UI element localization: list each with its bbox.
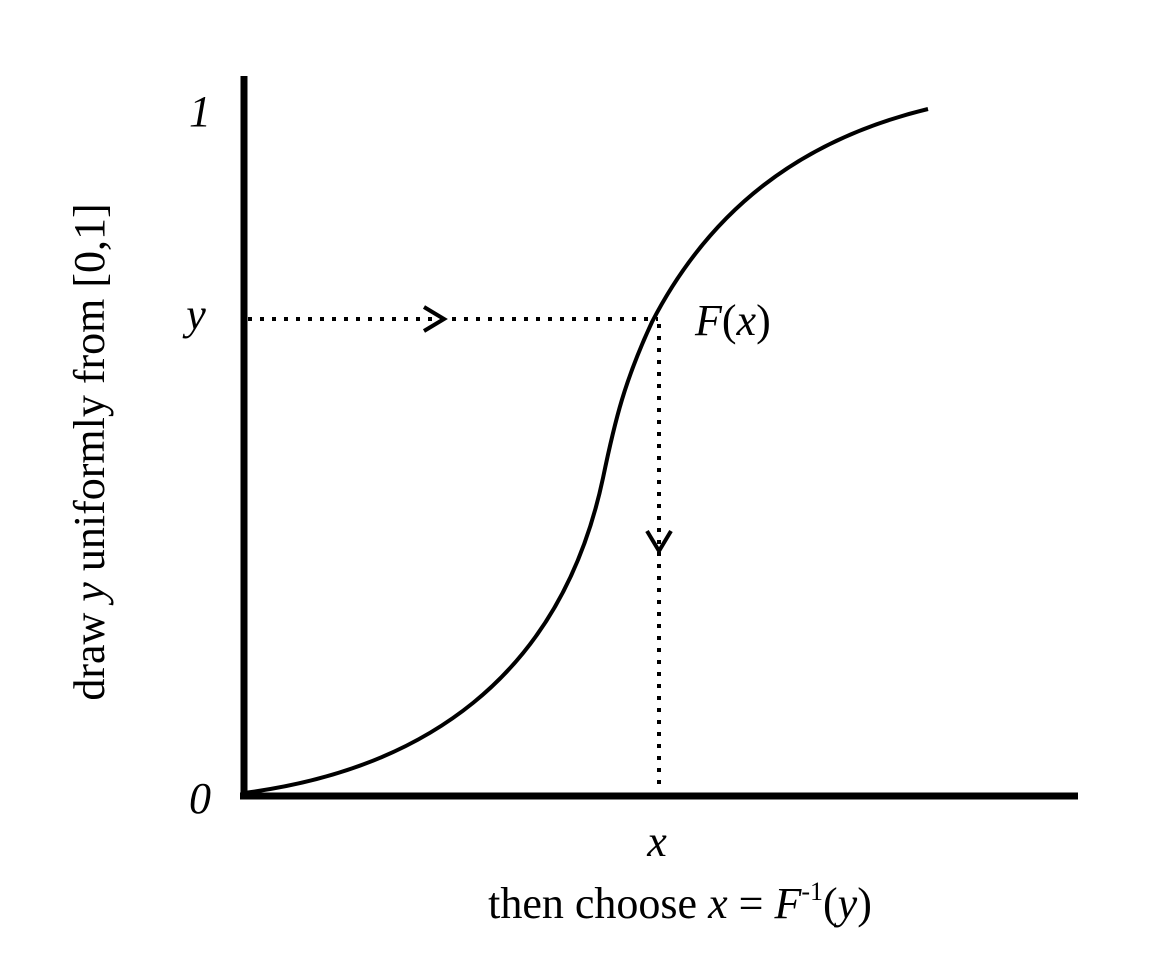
x-axis-caption-var: x <box>707 879 728 928</box>
x-axis-caption-eq: = <box>728 879 775 928</box>
y-axis-bottom-label: 0 <box>189 774 211 823</box>
x-axis-caption-func: F <box>773 879 802 928</box>
curve-label-func: F <box>694 296 723 345</box>
x-axis-caption-before: then choose <box>488 879 708 928</box>
y-axis-caption-before: draw <box>65 602 114 701</box>
curve-label-arg: x <box>736 296 757 345</box>
y-axis-caption: draw y uniformly from [0,1] <box>65 203 114 700</box>
y-axis-caption-after: uniformly from [0,1] <box>65 203 114 582</box>
x-marker-label: x <box>646 817 667 866</box>
down-arrowhead <box>645 529 673 555</box>
curve-label-open: ( <box>722 296 737 345</box>
x-axis-caption-open: ( <box>823 879 838 928</box>
y-axis-caption-var: y <box>65 582 114 606</box>
right-arrowhead <box>422 305 448 333</box>
y-axis-top-label: 1 <box>189 87 211 136</box>
x-axis-caption-arg: y <box>834 879 858 928</box>
x-axis-caption: then choose x = F-1(y) <box>488 877 872 928</box>
cdf-curve <box>243 107 929 795</box>
curve-label: F(x) <box>694 296 771 345</box>
x-axis-caption-sup: -1 <box>801 877 823 906</box>
y-marker-label: y <box>182 290 206 339</box>
curve-label-close: ) <box>756 296 771 345</box>
x-axis-caption-close: ) <box>857 879 872 928</box>
